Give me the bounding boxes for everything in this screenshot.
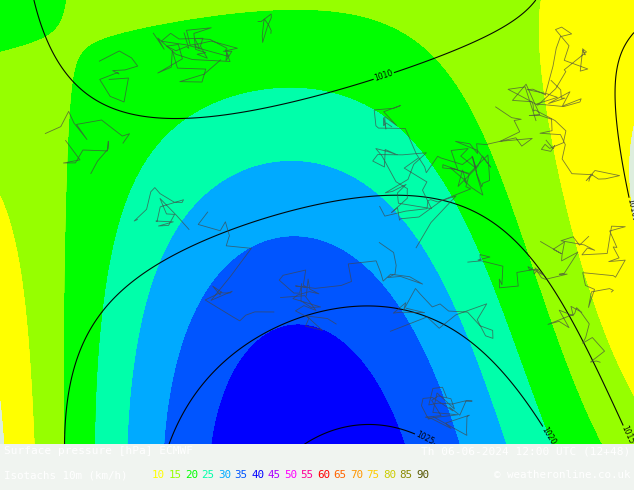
- Text: 20: 20: [185, 470, 198, 480]
- Text: 1020: 1020: [540, 425, 557, 446]
- Text: 75: 75: [366, 470, 380, 480]
- Text: Surface pressure [hPa] ECMWF: Surface pressure [hPa] ECMWF: [4, 446, 193, 456]
- Text: 40: 40: [251, 470, 264, 480]
- Text: © weatheronline.co.uk: © weatheronline.co.uk: [493, 470, 630, 480]
- Text: 1010: 1010: [373, 69, 394, 83]
- Text: 65: 65: [333, 470, 347, 480]
- Text: 85: 85: [399, 470, 413, 480]
- Text: 35: 35: [235, 470, 247, 480]
- Text: 1010: 1010: [625, 198, 634, 219]
- Text: 55: 55: [301, 470, 313, 480]
- Text: 50: 50: [284, 470, 297, 480]
- Text: 70: 70: [350, 470, 363, 480]
- Text: Th 06-06-2024 12:00 UTC (12+48): Th 06-06-2024 12:00 UTC (12+48): [421, 446, 630, 456]
- Text: 1015: 1015: [619, 424, 634, 446]
- Text: 60: 60: [317, 470, 330, 480]
- Text: 30: 30: [218, 470, 231, 480]
- Text: 45: 45: [268, 470, 280, 480]
- Text: 10: 10: [152, 470, 165, 480]
- Text: 90: 90: [416, 470, 429, 480]
- Text: Isotachs 10m (km/h): Isotachs 10m (km/h): [4, 470, 127, 480]
- Text: 15: 15: [169, 470, 181, 480]
- Text: 80: 80: [383, 470, 396, 480]
- Text: 25: 25: [202, 470, 214, 480]
- Text: 1025: 1025: [414, 430, 435, 447]
